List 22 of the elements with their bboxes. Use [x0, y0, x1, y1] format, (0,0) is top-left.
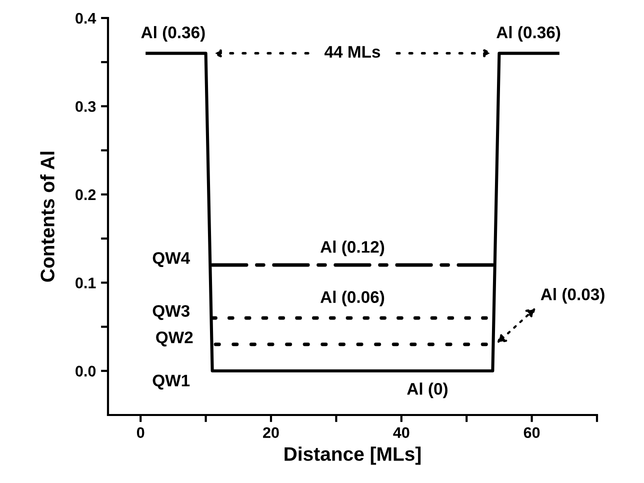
y-tick-label: 0.4 [76, 12, 96, 24]
x-tick-label: 20 [263, 427, 279, 438]
series-label: QW1 [152, 374, 190, 390]
annotation: Al (0.36) [496, 26, 560, 42]
y-axis-title: Contents of Al [40, 152, 54, 282]
series-label: QW2 [156, 332, 193, 346]
annotation: Al (0.36) [141, 26, 205, 42]
series-label: QW4 [152, 252, 190, 268]
y-tick-label: 0.3 [76, 101, 96, 112]
y-tick-label: 0.0 [76, 366, 96, 377]
x-axis-title: Distance [MLs] [284, 446, 421, 465]
x-tick-label: 60 [524, 427, 540, 438]
annotation: Al (0.06) [320, 290, 384, 306]
annotation: Al (0) [407, 382, 448, 398]
annotation: Al (0.03) [540, 288, 604, 304]
y-tick-label: 0.2 [76, 189, 96, 200]
series-label: QW3 [152, 305, 190, 320]
x-tick-label: 0 [136, 427, 144, 438]
y-tick-label: 0.1 [76, 278, 96, 288]
x-tick-label: 40 [393, 427, 410, 438]
annotation: Al (0.12) [320, 240, 384, 256]
annotation: 44 MLs [324, 46, 380, 58]
